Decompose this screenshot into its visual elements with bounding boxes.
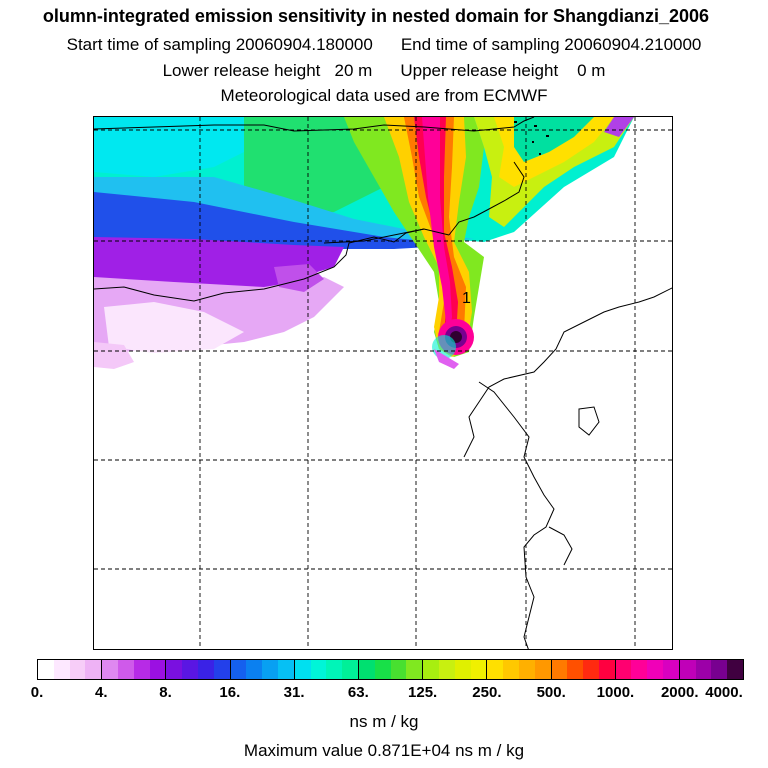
colorbar	[37, 659, 744, 680]
colorbar-swatch	[53, 660, 70, 679]
colorbar-swatch	[711, 660, 728, 679]
start-time-label: Start time of sampling 20060904.180000	[66, 35, 373, 54]
colorbar-swatch	[133, 660, 150, 679]
colorbar-swatch	[503, 660, 519, 679]
end-time-label: End time of sampling 20060904.210000	[400, 35, 702, 54]
met-data-label: Meteorological data used are from ECMWF	[220, 86, 548, 105]
colorbar-tick-labels: 0. 4. 8. 16. 31. 63. 125. 250. 500. 1000. 2000. 400…	[0, 684, 768, 704]
colorbar-tick-label: 2000.	[660, 684, 699, 701]
colorbar-swatch	[262, 660, 278, 679]
colorbar-swatch	[695, 660, 712, 679]
colorbar-tick-label: 250.	[472, 684, 502, 701]
colorbar-swatch	[679, 660, 696, 679]
colorbar-units: ns m / kg	[349, 712, 419, 731]
colorbar-swatch	[117, 660, 134, 679]
colorbar-swatch	[390, 660, 407, 679]
colorbar-tick-label: 16.	[219, 684, 241, 701]
graticule	[94, 117, 672, 649]
colorbar-tick-label: 500.	[536, 684, 566, 701]
colorbar-swatch	[310, 660, 327, 679]
colorbar-tick-label: 0.	[30, 684, 44, 701]
release-heights: Lower release height 20 m Upper release h…	[0, 61, 768, 81]
colorbar-swatch	[85, 660, 103, 679]
colorbar-swatch	[374, 660, 391, 679]
colorbar-swatch	[583, 660, 599, 679]
colorbar-tick-label: 4.	[95, 684, 108, 701]
colorbar-tick-label: 31.	[283, 684, 305, 701]
colorbar-swatch	[598, 660, 616, 679]
colorbar-swatch	[166, 660, 183, 679]
colorbar-swatch	[470, 660, 488, 679]
colorbar-swatch	[342, 660, 359, 679]
colorbar-tick-label: 125.	[408, 684, 438, 701]
colorbar-swatch	[38, 660, 54, 679]
upper-height-label: Upper release height 0 m	[400, 61, 606, 80]
colorbar-tick-label: 1000.	[596, 684, 635, 701]
colorbar-swatch	[631, 660, 648, 679]
colorbar-swatch	[358, 660, 375, 679]
colorbar-tick-label: 8.	[159, 684, 172, 701]
colorbar-swatch	[277, 660, 295, 679]
colorbar-swatch	[294, 660, 311, 679]
islands	[514, 121, 549, 155]
colorbar-swatch	[518, 660, 535, 679]
map-canvas: 1	[94, 117, 672, 649]
colorbar-tick-label: 4000.	[705, 684, 743, 701]
colorbar-swatch	[326, 660, 343, 679]
sensitivity-map: 1	[93, 116, 673, 650]
colorbar-swatch	[438, 660, 455, 679]
maximum-value-label: Maximum value 0.871E+04 ns m / kg	[243, 741, 525, 760]
colorbar-swatch	[406, 660, 424, 679]
plot-title: olumn-integrated emission sensitivity in…	[42, 6, 710, 26]
colorbar-swatch	[423, 660, 439, 679]
release-point-marker: 1	[462, 290, 471, 307]
colorbar-swatch	[551, 660, 568, 679]
lower-height-label: Lower release height 20 m	[162, 61, 373, 80]
colorbar-swatch	[534, 660, 552, 679]
sampling-times: Start time of sampling 20060904.180000 En…	[0, 35, 768, 55]
colorbar-swatch	[647, 660, 664, 679]
colorbar-swatch	[663, 660, 680, 679]
colorbar-swatch	[727, 660, 744, 679]
colorbar-swatch	[487, 660, 504, 679]
colorbar-swatch	[230, 660, 247, 679]
colorbar-swatch	[567, 660, 584, 679]
colorbar-swatch	[197, 660, 214, 679]
colorbar-swatch	[182, 660, 198, 679]
colorbar-swatch	[615, 660, 632, 679]
colorbar-swatch	[454, 660, 471, 679]
colorbar-swatch	[246, 660, 263, 679]
coastlines	[94, 117, 672, 649]
colorbar-swatch	[213, 660, 231, 679]
colorbar-swatch	[102, 660, 118, 679]
colorbar-swatch	[149, 660, 167, 679]
colorbar-swatch	[69, 660, 86, 679]
sensitivity-field	[94, 117, 634, 369]
colorbar-tick-label: 63.	[347, 684, 369, 701]
